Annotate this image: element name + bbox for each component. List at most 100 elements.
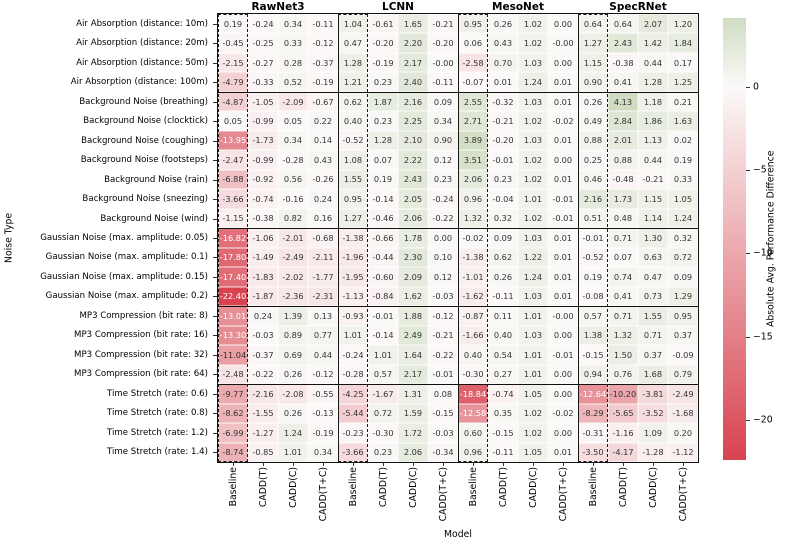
heatmap-cell: 2.84 [608,111,638,131]
heatmap-cell: 0.96 [458,442,488,462]
heatmap-cell: 2.49 [398,325,428,346]
heatmap-cell: -0.01 [548,189,578,209]
heatmap-cell: -1.83 [248,267,278,287]
heatmap-cell: 1.01 [278,442,308,462]
heatmap-cell: 2.06 [458,169,488,190]
heatmap-cell: 0.62 [338,91,368,112]
heatmap-cell: -0.74 [248,189,278,209]
heatmap-cell: -0.01 [428,364,458,385]
heatmap-cell: -0.12 [428,306,458,326]
heatmap-cell: 1.02 [518,423,548,443]
heatmap-cell: 0.32 [488,208,518,229]
heatmap-cell: 1.02 [518,403,548,424]
heatmap-cell: 0.01 [548,267,578,287]
heatmap-cell: -0.12 [308,33,338,53]
heatmap-cell: 1.02 [518,208,548,229]
heatmap-cell: 0.48 [608,208,638,229]
heatmap-cell: -0.01 [368,306,398,326]
heatmap-cell: 1.50 [608,345,638,365]
y-tick-label: MP3 Compression (bit rate: 64) [74,369,208,380]
heatmap-cell: 0.41 [608,72,638,92]
heatmap-cell: -1.87 [248,286,278,307]
heatmap-cell: -1.62 [458,286,488,307]
colorbar-tick-label: −5 [753,164,767,176]
heatmap-cell: 0.01 [548,169,578,190]
heatmap-cell: -0.07 [458,72,488,92]
heatmap-cell: 0.01 [548,72,578,92]
heatmap-cell: 1.04 [338,14,368,34]
heatmap-cell: 0.01 [548,286,578,307]
x-tick-mark [233,462,234,466]
heatmap-cell: 0.32 [668,228,698,248]
heatmap-cell: -6.88 [218,169,248,190]
heatmap-cell: -1.01 [458,267,488,287]
heatmap-cell: -0.68 [308,228,338,248]
heatmap-cell: 1.59 [398,403,428,424]
heatmap-cell: 2.25 [398,111,428,131]
heatmap-cell: -0.13 [308,403,338,424]
x-tick-mark [503,462,504,466]
heatmap-cell: -0.22 [428,208,458,229]
heatmap-cell: -0.01 [548,345,578,365]
x-tick-mark [473,462,474,466]
x-tick-label: CADD(T) [377,467,389,508]
heatmap-cell: -0.25 [248,33,278,53]
heatmap-cell: 1.01 [518,306,548,326]
heatmap-cell: -0.22 [428,345,458,365]
y-tick-label: Background Noise (rain) [104,174,208,185]
heatmap-cell: -0.99 [248,150,278,170]
x-tick-label: CADD(T) [257,467,269,508]
heatmap-cell: -17.40 [218,267,248,287]
heatmap-cell: -1.15 [218,208,248,229]
heatmap-cell: -0.01 [548,208,578,229]
heatmap-cell: 2.71 [458,111,488,131]
heatmap-cell: -2.58 [458,52,488,73]
heatmap-cell: 0.96 [458,189,488,209]
heatmap-cell: 0.05 [278,111,308,131]
heatmap-cell: -0.02 [548,111,578,131]
heatmap-cell: 0.95 [668,306,698,326]
x-tick-mark [413,462,414,466]
x-tick-label: CADD(T+C) [437,467,449,522]
heatmap-cell: 0.00 [548,423,578,443]
heatmap-cell: 1.25 [668,72,698,92]
heatmap-cell: 1.15 [638,189,668,209]
heatmap-cell: 0.72 [368,403,398,424]
heatmap-cell: -13.30 [218,325,248,346]
heatmap-cell: 0.09 [668,267,698,287]
heatmap-cell: -0.19 [368,52,398,73]
heatmap-cell: -6.99 [218,423,248,443]
y-tick-label: Air Absorption (distance: 100m) [70,77,208,88]
heatmap-cell: -0.26 [308,169,338,190]
heatmap-cell: 0.01 [548,247,578,268]
heatmap-cell: 1.72 [398,423,428,443]
x-tick-mark [653,462,654,466]
y-tick-label: Background Noise (breathing) [79,96,208,107]
y-tick-mark [213,393,217,395]
heatmap-cell: -3.66 [338,442,368,462]
heatmap-cell: -1.96 [338,247,368,268]
heatmap-cell: 0.54 [488,345,518,365]
heatmap-cell: 1.14 [638,208,668,229]
heatmap-cell: 0.26 [278,403,308,424]
heatmap-cell: 1.01 [338,325,368,346]
heatmap-cell: -0.85 [248,442,278,462]
heatmap-cell: 0.43 [308,150,338,170]
heatmap-cell: 0.33 [278,33,308,53]
heatmap-cell: -1.55 [248,403,278,424]
heatmap-cell: 1.55 [338,169,368,190]
model-group-separator [458,14,459,462]
heatmap-cell: -1.95 [338,267,368,287]
y-tick-mark [213,199,217,201]
heatmap-cell: 0.34 [308,442,338,462]
heatmap-cell: 0.52 [278,72,308,92]
colorbar-tick-label: 0 [753,81,759,93]
heatmap-cell: -0.20 [488,130,518,151]
heatmap-cell: -0.66 [368,228,398,248]
heatmap-cell: -4.79 [218,72,248,92]
heatmap-cell: -0.31 [578,423,608,443]
colorbar-tick-mark [746,253,750,255]
heatmap-cell: 0.62 [488,247,518,268]
heatmap-cell: 0.00 [548,364,578,385]
y-tick-label: Gaussian Noise (max. amplitude: 0.05) [40,232,208,243]
